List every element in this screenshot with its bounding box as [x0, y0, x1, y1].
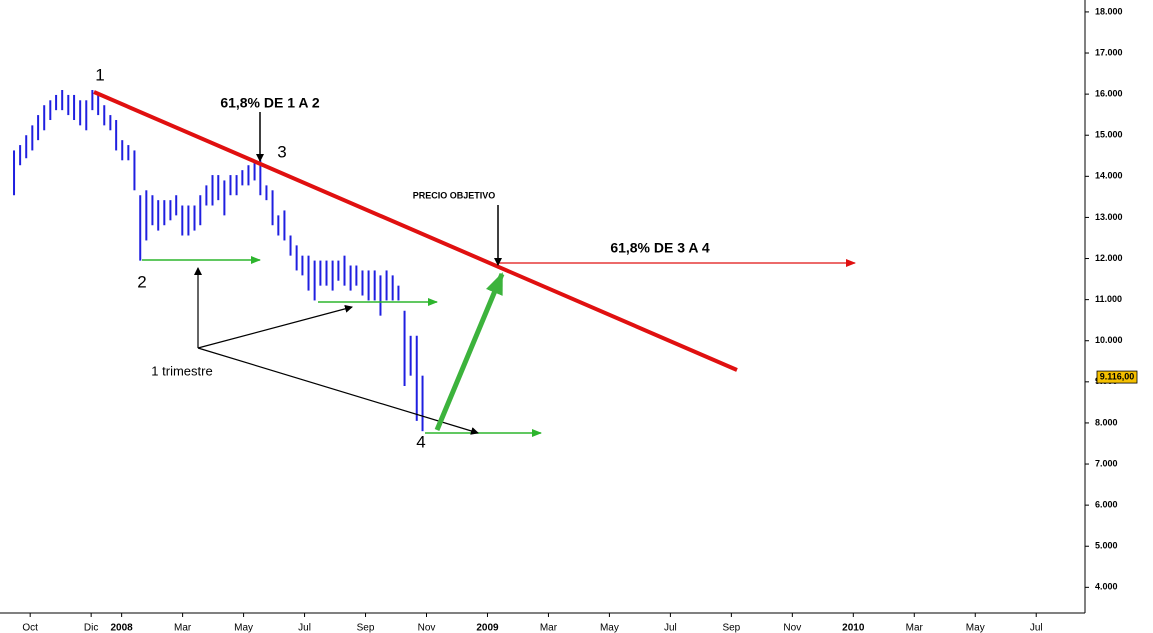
x-tick-label: Nov — [783, 623, 801, 633]
annotation: 1 trimestre — [151, 363, 212, 378]
price-bars — [13, 90, 424, 432]
y-tick-label: 7.000 — [1095, 458, 1118, 468]
x-tick-label: May — [600, 623, 619, 633]
arrow — [197, 347, 479, 435]
annotation: 4 — [416, 432, 425, 451]
y-tick-label: 11.000 — [1095, 294, 1122, 304]
x-tick-label: 2010 — [842, 623, 865, 633]
x-tick-label: May — [966, 623, 985, 633]
x-tick-label: Jul — [664, 623, 677, 633]
y-tick-label: 15.000 — [1095, 130, 1123, 140]
y-tick-label: 17.000 — [1095, 47, 1123, 57]
x-tick-label: May — [234, 623, 253, 633]
last-price-label: 9.116,00 — [1100, 371, 1135, 381]
y-tick-label: 4.000 — [1095, 582, 1118, 592]
arrow — [197, 304, 353, 349]
annotation: 61,8% DE 3 A 4 — [610, 240, 710, 256]
y-tick-label: 13.000 — [1095, 212, 1123, 222]
x-tick-label: Nov — [418, 623, 436, 633]
x-tick-label: Jul — [298, 623, 311, 633]
trend-line — [93, 90, 738, 372]
y-tick-label: 5.000 — [1095, 541, 1118, 551]
y-tick-label: 16.000 — [1095, 88, 1123, 98]
annotation: 1 — [95, 65, 104, 84]
y-tick-label: 8.000 — [1095, 417, 1118, 427]
x-tick-label: Dic — [84, 623, 98, 633]
x-tick-label: Mar — [906, 623, 924, 633]
arrow — [434, 272, 505, 431]
x-tick-label: 2008 — [111, 623, 134, 633]
annotation: 2 — [137, 272, 146, 291]
y-tick-label: 14.000 — [1095, 171, 1123, 181]
x-tick-label: Sep — [357, 623, 375, 633]
x-tick-label: Mar — [540, 623, 558, 633]
x-tick-label: Mar — [174, 623, 192, 633]
last-price-box — [1096, 370, 1138, 384]
y-tick-label: 10.000 — [1095, 335, 1123, 345]
x-tick-label: 2009 — [476, 623, 499, 633]
y-tick-label: 18.000 — [1095, 6, 1123, 16]
annotation: 3 — [277, 142, 286, 161]
x-tick-label: Jul — [1030, 623, 1043, 633]
annotation: PRECIO OBJETIVO — [413, 190, 496, 200]
y-tick-label: 12.000 — [1095, 253, 1123, 263]
y-tick-label: 6.000 — [1095, 500, 1118, 510]
annotation: 61,8% DE 1 A 2 — [220, 95, 320, 111]
x-tick-label: Sep — [722, 623, 740, 633]
x-tick-label: Oct — [22, 623, 38, 633]
